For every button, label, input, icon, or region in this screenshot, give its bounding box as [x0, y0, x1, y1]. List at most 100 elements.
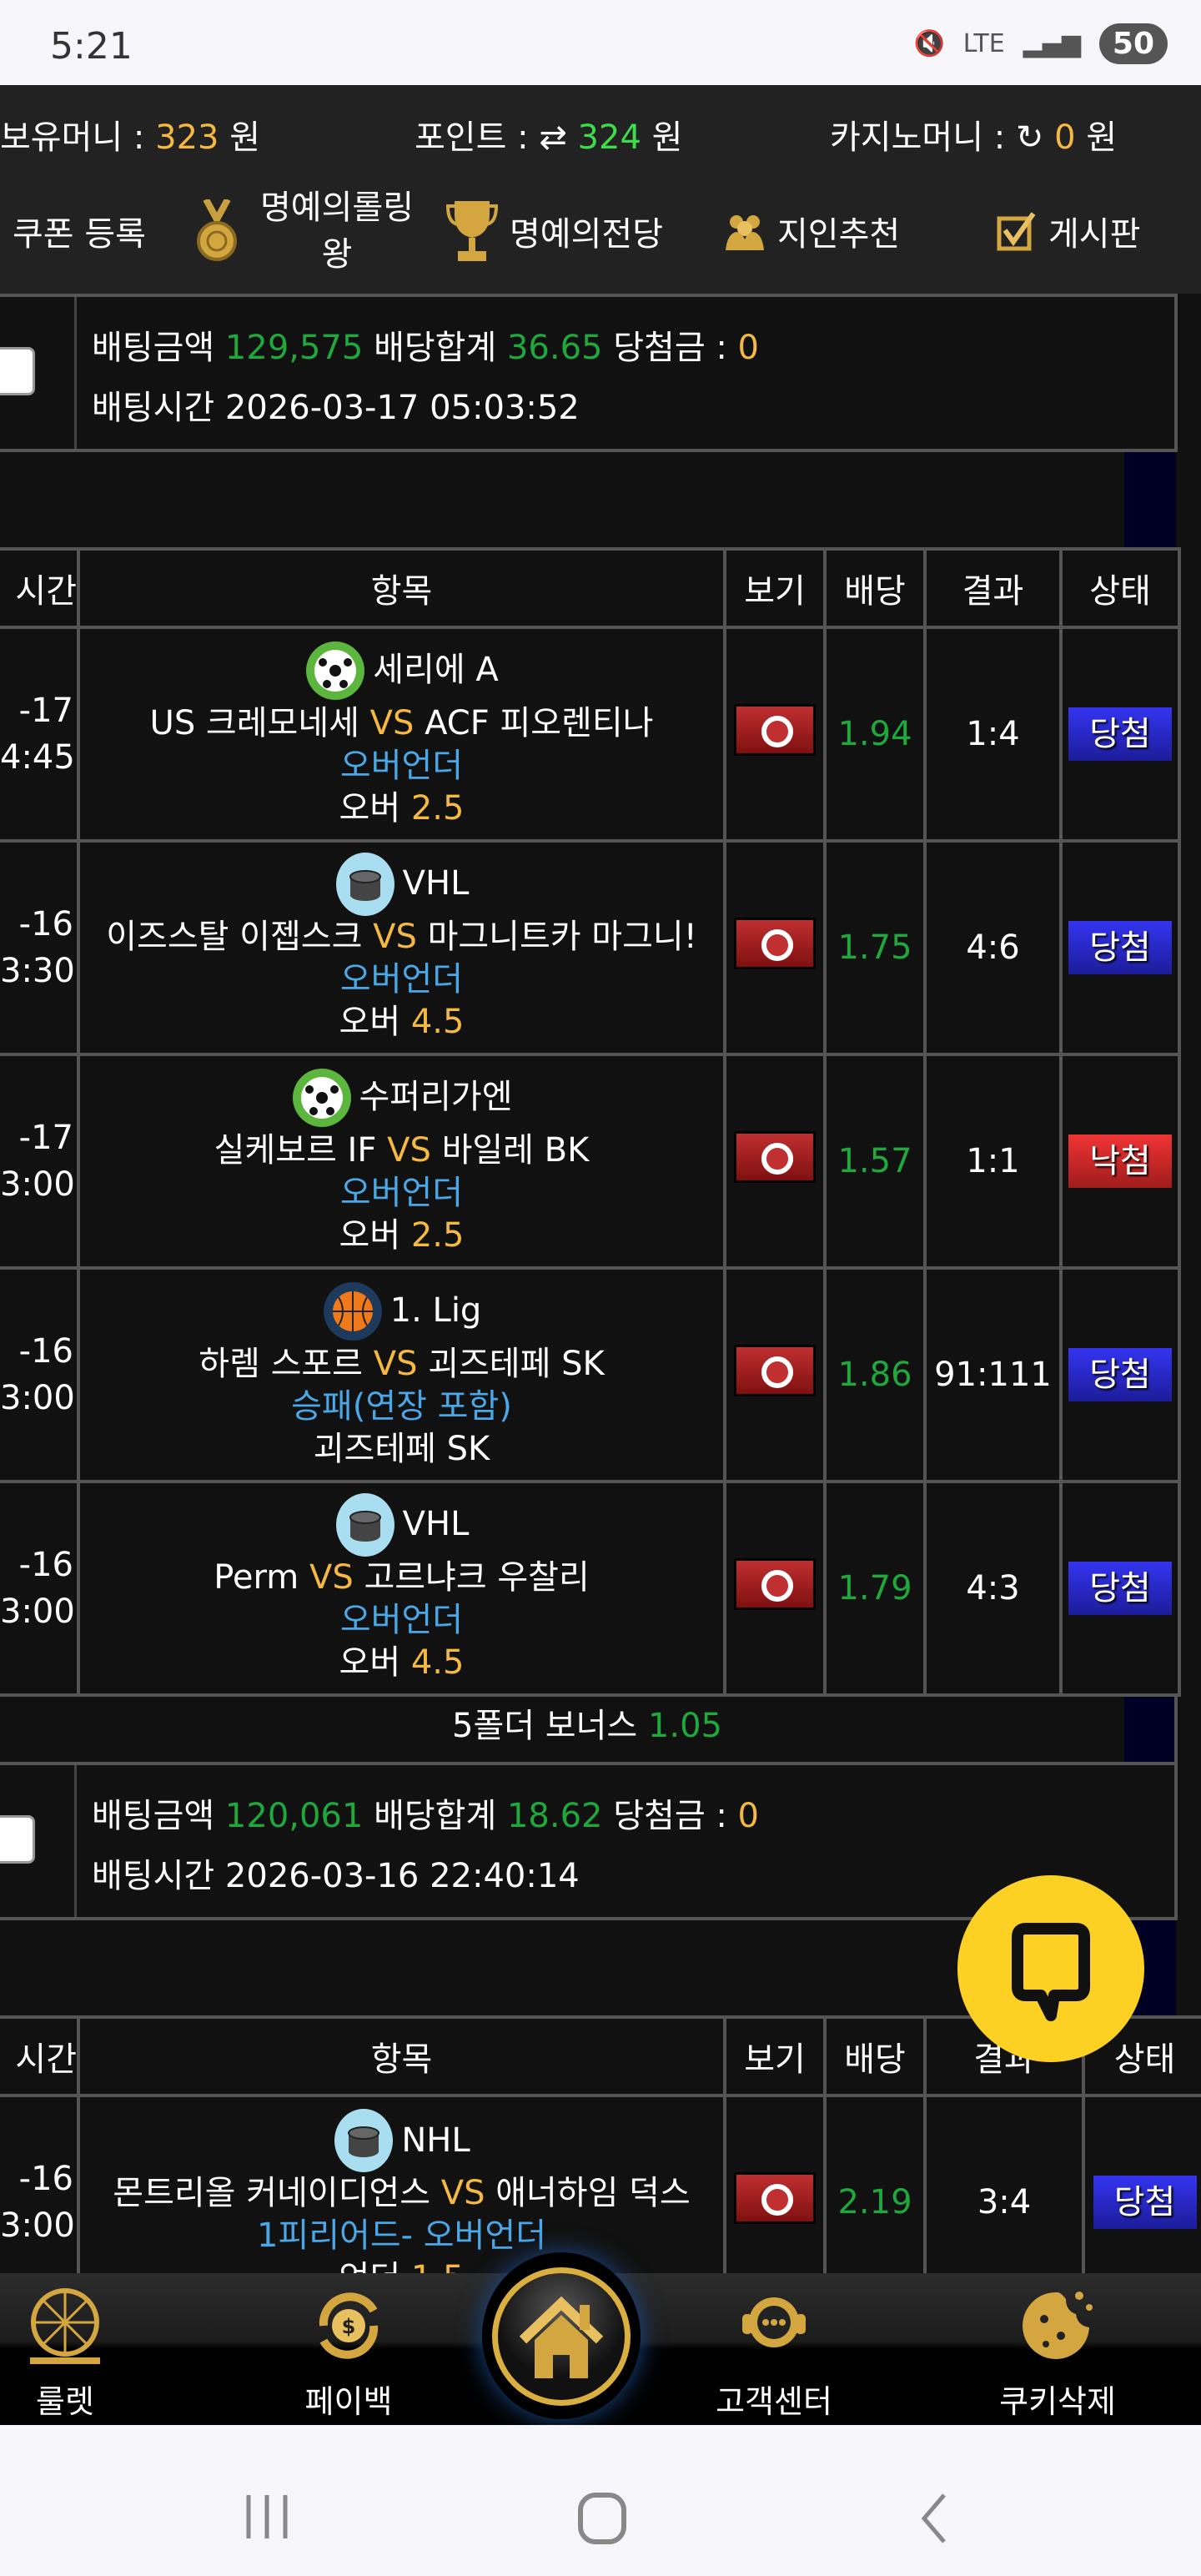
nav-payback[interactable]: $ 페이백	[265, 2286, 432, 2422]
menu-label: 명예의롤링왕	[260, 189, 414, 274]
match-date: -17	[18, 1119, 73, 1157]
exchange-icon[interactable]: ⇄	[539, 118, 567, 157]
match-date: -16	[18, 905, 73, 943]
chat-button[interactable]	[957, 1875, 1144, 2062]
home-system-icon[interactable]	[577, 2492, 627, 2545]
view-eye-button[interactable]	[734, 2172, 816, 2224]
bet-time-cell: -16 3:30	[0, 839, 80, 1056]
table-header: 시간 항목 보기 배당 결과 상태	[0, 547, 1181, 629]
match-clock: 3:00	[0, 1165, 75, 1204]
money-balance: 보유머니 : 323 원	[0, 110, 260, 158]
signal-icon: ▂▄▆	[1023, 29, 1081, 58]
svg-text:$: $	[342, 2315, 356, 2338]
basketball-icon	[323, 1281, 382, 1341]
payback-icon: $	[319, 2292, 379, 2359]
match-item-cell: VHL Perm VS 고르냐크 우찰리 오버언더 오버 4.5	[77, 1480, 726, 1697]
view-eye-button[interactable]	[734, 918, 816, 969]
pick-line: 4.5	[410, 1643, 465, 1682]
win-value: 0	[737, 1797, 759, 1835]
menu-rolling-king[interactable]: 명예의롤링왕	[196, 177, 425, 285]
back-icon[interactable]	[917, 2492, 951, 2545]
nav-label: 고객센터	[716, 2383, 832, 2420]
pick-line: 2.5	[410, 1215, 465, 1255]
match-item-cell: VHL 이즈스탈 이젭스크 VS 마그니트카 마그니! 오버언더 오버 4.5	[77, 839, 726, 1056]
menu-board[interactable]: 게시판	[997, 177, 1140, 285]
table-row: -16 3:30 VHL 이즈스탈 이젭스크 VS 마그니트카 마그니! 오버언더 오버 …	[0, 839, 1181, 1056]
home-team: 실케보르 IF	[214, 1130, 377, 1170]
point-unit: 원	[651, 118, 683, 157]
pick: 오버 2.5	[82, 787, 721, 830]
headset-icon	[742, 2297, 806, 2347]
nav-roulette[interactable]: 룰렛	[0, 2286, 148, 2422]
hockey-puck-icon	[335, 1492, 394, 1557]
point-balance[interactable]: 포인트 : ⇄ 324 원	[415, 110, 682, 158]
league-name: VHL	[402, 864, 470, 903]
bet-select-checkbox[interactable]	[0, 1815, 35, 1864]
odds-label: 배당합계	[374, 1797, 497, 1835]
time-label: 배팅시간	[92, 1857, 215, 1895]
nav-cookie-delete[interactable]: 쿠키삭제	[974, 2286, 1141, 2422]
view-cell	[723, 839, 827, 1056]
column-header: 보기	[723, 2015, 827, 2097]
bet-table: 시간 항목 보기 배당 결과 상태 -16 3:00 NHL 몬트리올 커네이디언스 VS 애너하…	[0, 2015, 1201, 2311]
bet-select-checkbox[interactable]	[0, 347, 35, 395]
status-cell: 낙첨	[1059, 1053, 1181, 1270]
nav-label: 룰렛	[36, 2383, 94, 2420]
win-value: 0	[737, 329, 759, 367]
view-eye-button[interactable]	[734, 704, 816, 756]
status-badge: 당첨	[1068, 1562, 1172, 1615]
time-label: 배팅시간	[92, 389, 215, 427]
soccer-icon	[306, 641, 365, 700]
hockey-puck-icon	[335, 852, 394, 916]
bet-time-line: 배팅시간 2026-03-17 05:03:52	[92, 380, 580, 429]
market-type: 승패(연장 포함)	[291, 1386, 512, 1426]
casino-balance[interactable]: 카지노머니 : ↻ 0 원	[830, 110, 1117, 158]
medal-icon	[197, 199, 237, 261]
bet-table: 시간 항목 보기 배당 결과 상태 -17 4:45 세리에 A US 크레모네세 VS ACF …	[0, 547, 1181, 1697]
match-item-cell: 1. Lig 하렘 스포르 VS 괴즈테페 SK 승패(연장 포함) 괴즈테페 SK	[77, 1266, 726, 1483]
menu-referral[interactable]: 지인추천	[724, 177, 900, 285]
amount-value: 129,575	[224, 329, 364, 367]
menu-hall-of-fame[interactable]: 명예의전당	[446, 177, 663, 285]
vs-label: VS	[387, 1130, 431, 1170]
status-badge: 낙첨	[1068, 1135, 1172, 1188]
market-type: 오버언더	[339, 1173, 464, 1212]
view-eye-button[interactable]	[734, 1131, 816, 1183]
away-team: 바일레 BK	[441, 1130, 590, 1170]
result-score: 4:3	[923, 1480, 1063, 1697]
odds-total: 18.62	[506, 1797, 603, 1835]
match-teams: 이즈스탈 이젭스크 VS 마그니트카 마그니!	[82, 916, 721, 958]
refresh-icon[interactable]: ↻	[1015, 118, 1044, 157]
recent-apps-icon[interactable]	[242, 2492, 292, 2542]
folder-bonus: 5폴더 보너스 1.05	[0, 1693, 1178, 1765]
clock: 5:21	[50, 25, 133, 68]
menu-label: 지인추천	[777, 215, 901, 254]
menu-coupon[interactable]: 쿠폰 등록	[13, 177, 146, 285]
home-icon	[519, 2296, 604, 2378]
match-date: -16	[18, 2160, 73, 2198]
column-header: 보기	[723, 547, 827, 629]
money-value: 323	[155, 118, 219, 157]
table-header: 시간 항목 보기 배당 결과 상태	[0, 2015, 1201, 2097]
view-eye-button[interactable]	[734, 1558, 816, 1610]
view-eye-button[interactable]	[734, 1345, 816, 1396]
status-badge: 당첨	[1068, 707, 1172, 761]
bet-amount-line: 배팅금액 129,575 배당합계 36.65 당첨금 : 0	[92, 320, 759, 369]
system-nav-bar	[0, 2425, 1201, 2576]
view-cell	[723, 1480, 827, 1697]
league-name: VHL	[402, 1505, 470, 1543]
table-row: -17 3:00 수퍼리가엔 실케보르 IF VS 바일레 BK 오버언더 오버 2.5 1…	[0, 1053, 1181, 1270]
time-value: 2026-03-17 05:03:52	[224, 389, 580, 427]
nav-home[interactable]	[482, 2252, 641, 2419]
menu-label: 게시판	[1048, 215, 1141, 254]
league-name: 1. Lig	[389, 1291, 482, 1330]
result-score: 4:6	[923, 839, 1063, 1056]
mute-icon: 🔇	[913, 29, 945, 58]
market-type: 오버언더	[339, 746, 464, 785]
market-type: 1피리어드- 오버언더	[257, 2216, 546, 2255]
hockey-puck-icon	[334, 2109, 394, 2172]
nav-customer-center[interactable]: 고객센터	[691, 2286, 857, 2422]
odds-total: 36.65	[506, 329, 603, 367]
home-team: 몬트리올 커네이디언스	[113, 2174, 430, 2212]
menu-label: 쿠폰 등록	[13, 215, 146, 254]
